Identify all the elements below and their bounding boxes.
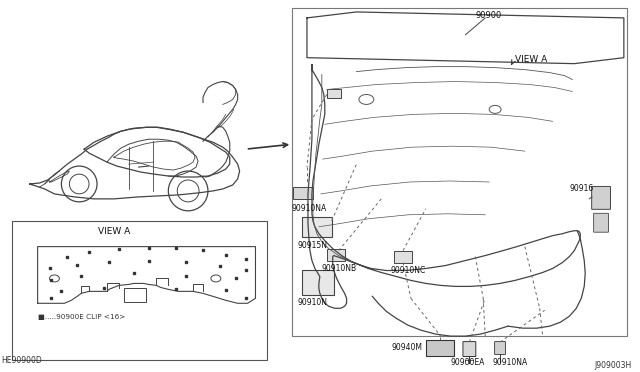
Bar <box>327 90 340 99</box>
Text: 90940M: 90940M <box>391 343 422 352</box>
Text: 90916: 90916 <box>570 184 594 193</box>
FancyBboxPatch shape <box>463 341 476 356</box>
Text: 90910N: 90910N <box>297 298 327 307</box>
Bar <box>302 270 333 295</box>
Text: VIEW A: VIEW A <box>515 55 547 64</box>
Text: ■.....90900E CLIP <16>: ■.....90900E CLIP <16> <box>38 314 125 320</box>
Text: 90910NA: 90910NA <box>492 358 527 367</box>
FancyBboxPatch shape <box>495 341 506 355</box>
Bar <box>426 340 454 356</box>
Bar <box>293 187 313 199</box>
Bar <box>12 221 268 360</box>
Text: 90900EA: 90900EA <box>451 358 485 367</box>
Text: VIEW A: VIEW A <box>98 227 130 236</box>
Text: J909003H: J909003H <box>594 361 632 370</box>
Text: HE90900D: HE90900D <box>1 356 42 365</box>
Text: 90915N: 90915N <box>297 241 327 250</box>
Bar <box>327 248 344 260</box>
Text: 90910NC: 90910NC <box>390 266 426 275</box>
Text: 90900: 90900 <box>476 11 502 20</box>
Bar <box>292 8 627 336</box>
Text: 90910NA: 90910NA <box>291 204 326 213</box>
Bar <box>302 217 332 237</box>
Bar <box>394 251 412 263</box>
FancyBboxPatch shape <box>591 186 611 209</box>
FancyBboxPatch shape <box>594 213 609 232</box>
Bar <box>124 288 145 302</box>
Text: 90910NB: 90910NB <box>322 263 357 273</box>
